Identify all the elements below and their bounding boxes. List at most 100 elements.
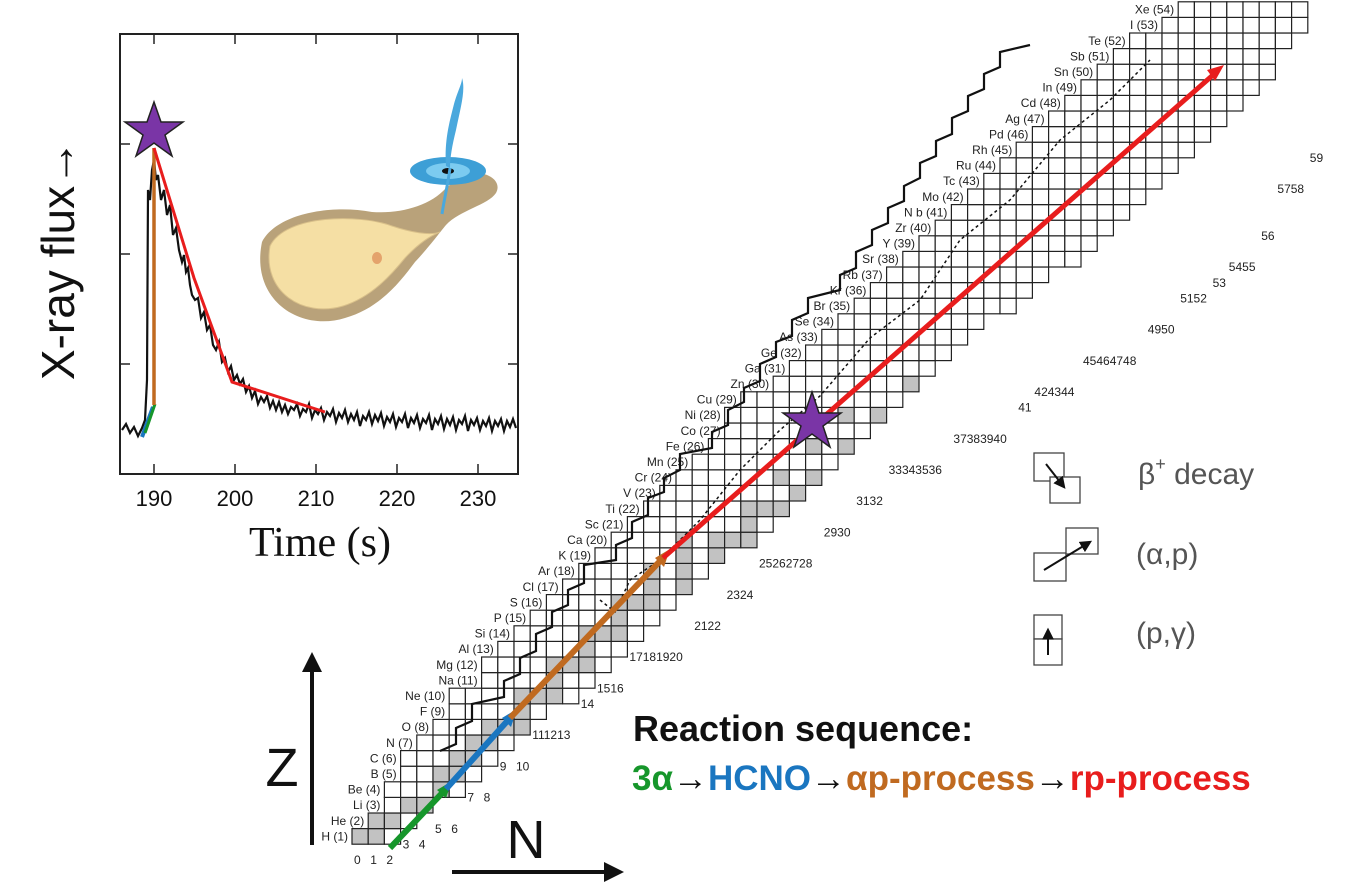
nuclide-cell <box>902 266 920 284</box>
nuclide-cell <box>1128 79 1147 97</box>
nuclide-cell <box>804 360 823 377</box>
nuclide-cell <box>885 313 904 330</box>
nuclide-cell <box>1112 172 1131 190</box>
element-label: Sc (21) <box>585 517 624 531</box>
nuclide-cell <box>400 796 418 814</box>
reaction-step: HCNO <box>708 759 811 798</box>
nuclide-cell <box>837 422 855 440</box>
nuclide-cell <box>723 531 742 549</box>
nuclide-cell <box>983 204 1001 221</box>
nuclide-chart-cells <box>351 1 1309 845</box>
nuclide-cell <box>723 453 742 471</box>
nuclide-cell <box>966 188 985 206</box>
nuclide-cell <box>1242 32 1260 50</box>
nuclide-cell <box>400 749 418 767</box>
neutron-number-label: 5152 <box>1180 291 1207 305</box>
element-label: Mo (42) <box>922 190 963 204</box>
nuclide-cell <box>529 640 548 658</box>
element-label: Ar (18) <box>538 564 575 578</box>
nuclide-cell <box>1064 204 1082 221</box>
element-label: Ag (47) <box>1005 112 1044 126</box>
nuclide-cell <box>999 172 1017 190</box>
nuclide-cell <box>481 671 499 689</box>
nuclide-cell <box>788 484 807 502</box>
reaction-step: → <box>673 759 708 798</box>
nuclide-cell <box>578 609 596 627</box>
nuclide-cell <box>432 718 450 736</box>
nuclide-cell <box>1145 157 1163 175</box>
element-label: Zn (30) <box>731 377 770 391</box>
nuclide-cell <box>1258 63 1276 81</box>
nuclide-cell <box>1258 32 1276 50</box>
element-label: Mg (12) <box>436 658 477 672</box>
nuclide-cell <box>1274 16 1293 34</box>
element-label: Co (27) <box>681 424 721 438</box>
nuclide-cell <box>885 282 904 299</box>
nuclide-cell <box>561 609 580 627</box>
neutron-number-label: 4 <box>419 837 426 851</box>
nuclide-cell <box>1128 172 1147 190</box>
nuclide-cell <box>675 547 693 564</box>
element-label: F (9) <box>420 705 445 719</box>
nuclide-cell <box>869 282 888 299</box>
nuclide-cell <box>999 219 1017 237</box>
nuclide-cell <box>561 687 580 705</box>
nuclide-cell <box>1242 47 1260 65</box>
element-label: K (19) <box>558 549 591 563</box>
nuclide-cell <box>578 562 596 580</box>
element-label: Sr (38) <box>862 252 899 266</box>
element-label: Ru (44) <box>956 159 996 173</box>
nuclide-cell <box>1128 32 1147 50</box>
nuclide-cell <box>1064 157 1082 175</box>
neutron-number-label: 4950 <box>1148 323 1175 337</box>
nuclide-cell <box>1080 235 1098 253</box>
nuclide-cell <box>983 297 1001 315</box>
element-label: Kr (36) <box>830 283 867 297</box>
alpha-p-arrow <box>507 555 666 721</box>
neutron-number-label: 3132 <box>856 494 883 508</box>
nuclide-cell <box>1209 79 1228 97</box>
nuclide-cell <box>740 422 758 440</box>
nuclide-cell <box>529 656 548 674</box>
rp-arrow <box>661 73 1215 560</box>
nuclide-cell <box>594 578 612 596</box>
nuclide-cell <box>1161 32 1179 50</box>
nuclide-cell <box>772 484 791 502</box>
nuclide-cell <box>1226 63 1244 81</box>
nuclide-cell <box>1209 32 1228 50</box>
element-label: Se (34) <box>795 315 834 329</box>
nuclide-cell <box>1128 188 1147 206</box>
reaction-step: 3α <box>632 759 673 798</box>
alpha-p-icon <box>1033 527 1099 582</box>
nuclide-cell <box>529 703 548 720</box>
nuclide-cell <box>983 172 1001 190</box>
nuclide-cell <box>675 469 693 486</box>
nuclide-cell <box>578 578 596 596</box>
nuclide-cell <box>902 360 920 377</box>
element-label: Rh (45) <box>972 143 1012 157</box>
reaction-step: → <box>811 759 846 798</box>
nuclide-cell <box>1080 204 1098 221</box>
element-label: V (23) <box>623 486 656 500</box>
nuclide-cell <box>837 438 855 455</box>
nuclide-cell <box>756 422 774 440</box>
nuclide-cell <box>691 484 710 502</box>
nuclide-cell <box>934 250 953 268</box>
neutron-number-label: 56 <box>1261 229 1275 243</box>
nuclide-cell <box>821 453 839 471</box>
nuclide-cell <box>1128 157 1147 175</box>
nuclide-cell <box>691 469 710 486</box>
nuclide-cell <box>659 562 677 580</box>
element-label: As (33) <box>779 330 818 344</box>
nuclide-cell <box>1161 63 1179 81</box>
nuclide-cell <box>642 609 661 627</box>
nuclide-cell <box>1064 94 1082 112</box>
nuclide-cell <box>918 250 936 268</box>
neutron-number-label: 424344 <box>1034 385 1074 399</box>
nuclide-cell <box>594 656 612 674</box>
nuclide-cell <box>885 375 904 393</box>
nuclide-cell <box>1031 235 1050 253</box>
element-label: Y (39) <box>883 237 915 251</box>
nuclide-cell <box>999 188 1017 206</box>
